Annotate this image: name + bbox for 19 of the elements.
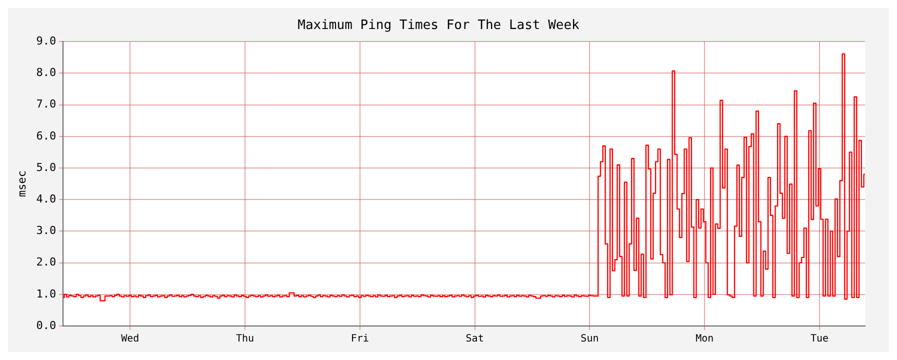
y-tick-label: 1.0 [36, 287, 56, 300]
x-tick-label: Thu [236, 334, 254, 345]
x-tick-label: Sun [580, 334, 599, 345]
y-tick-label: 0.0 [36, 318, 56, 332]
x-tick-label: Mon [696, 334, 714, 345]
y-tick-label: 8.0 [36, 66, 56, 80]
x-tick-label: Fri [350, 334, 369, 345]
y-tick-label: 2.0 [36, 256, 56, 269]
y-axis-title: msec [15, 170, 28, 198]
y-tick-label: 4.0 [36, 192, 56, 206]
x-tick-label: Wed [121, 334, 140, 345]
y-tick-label: 9.0 [36, 34, 56, 48]
y-tick-label: 6.0 [36, 129, 56, 142]
y-tick-label: 5.0 [36, 160, 56, 174]
chart-title: Maximum Ping Times For The Last Week [298, 18, 580, 34]
x-tick-label: Tue [810, 334, 829, 345]
y-tick-label: 3.0 [36, 224, 56, 238]
x-tick-label: Sat [466, 334, 484, 345]
y-tick-label: 7.0 [36, 98, 56, 111]
